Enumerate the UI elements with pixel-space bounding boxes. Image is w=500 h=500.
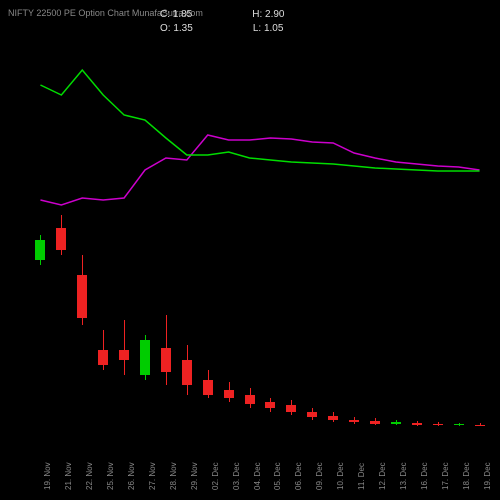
x-axis-label: 25. Nov xyxy=(106,462,115,490)
candle-body xyxy=(245,395,255,404)
x-axis-label: 10. Dec xyxy=(336,462,345,490)
candle-body xyxy=(349,420,359,422)
candle-body xyxy=(119,350,129,360)
open-value: O: 1.35 xyxy=(160,22,193,36)
x-axis-label: 16. Dec xyxy=(420,462,429,490)
candle-body xyxy=(182,360,192,385)
candle-body xyxy=(412,423,422,425)
candle-body xyxy=(161,348,171,372)
candle-body xyxy=(77,275,87,318)
candle-body xyxy=(307,412,317,417)
x-axis-label: 05. Dec xyxy=(273,462,282,490)
close-value: C: 1.85 xyxy=(160,8,192,22)
x-axis-label: 26. Nov xyxy=(127,462,136,490)
line-overlay xyxy=(30,40,490,440)
x-axis: 19. Nov 21. Nov 22. Nov 25. Nov 26. Nov 27. N… xyxy=(30,450,490,500)
indicator-line-2 xyxy=(40,70,479,171)
low-value: L: 1.05 xyxy=(253,22,284,36)
x-axis-label: 19. Dec xyxy=(483,462,492,490)
candle-wick xyxy=(124,320,125,375)
x-axis-label: 02. Dec xyxy=(211,462,220,490)
candle-body xyxy=(286,405,296,412)
x-axis-label: 17. Dec xyxy=(441,462,450,490)
candle-body xyxy=(433,424,443,425)
x-axis-label: 03. Dec xyxy=(232,462,241,490)
x-axis-label: 09. Dec xyxy=(315,462,324,490)
x-axis-label: 29. Nov xyxy=(190,462,199,490)
x-axis-label: 28. Nov xyxy=(169,462,178,490)
candle-body xyxy=(370,421,380,424)
high-value: H: 2.90 xyxy=(252,8,284,22)
x-axis-label: 19. Nov xyxy=(43,462,52,490)
candle-body xyxy=(224,390,234,398)
candle-body xyxy=(328,416,338,420)
candle-body xyxy=(203,380,213,395)
x-axis-label: 12. Dec xyxy=(378,462,387,490)
candle-body xyxy=(391,422,401,424)
candle-body xyxy=(454,424,464,425)
x-axis-label: 04. Dec xyxy=(253,462,262,490)
chart-canvas xyxy=(30,40,490,440)
x-axis-label: 13. Dec xyxy=(399,462,408,490)
candle-body xyxy=(98,350,108,365)
candle-body xyxy=(35,240,45,260)
x-axis-label: 06. Dec xyxy=(294,462,303,490)
x-axis-label: 21. Nov xyxy=(64,462,73,490)
x-axis-label: 18. Dec xyxy=(462,462,471,490)
x-axis-label: 27. Nov xyxy=(148,462,157,490)
x-axis-label: 11. Dec xyxy=(357,463,366,490)
candle-body xyxy=(265,402,275,408)
x-axis-label: 22. Nov xyxy=(85,462,94,490)
candle-body xyxy=(140,340,150,375)
candle-body xyxy=(56,228,66,250)
ohlc-display: C: 1.85 H: 2.90 O: 1.35 L: 1.05 xyxy=(160,8,285,36)
candle-body xyxy=(475,425,485,426)
